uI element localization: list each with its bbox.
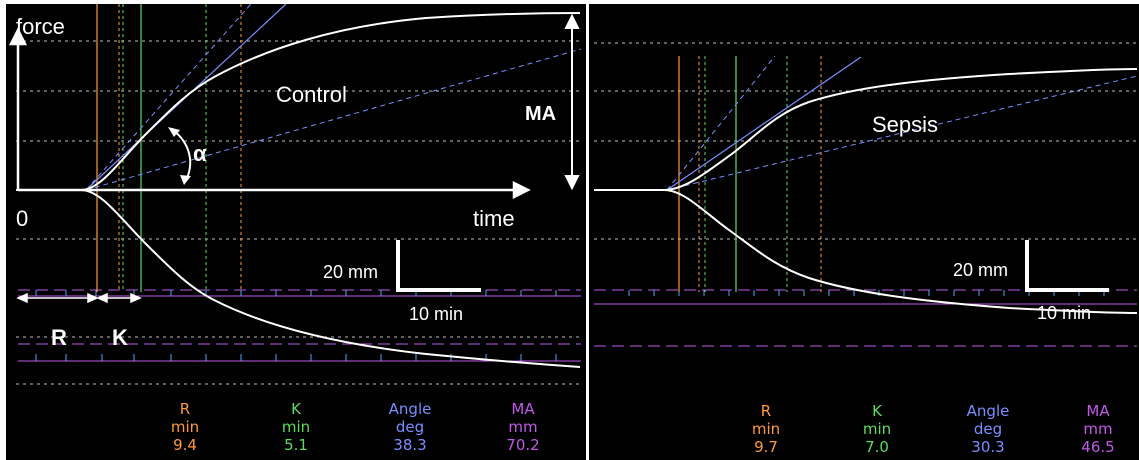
lower-trace bbox=[80, 189, 581, 368]
time-axis-arrow-icon bbox=[512, 180, 531, 200]
r-result-name: R bbox=[180, 400, 190, 418]
angle-symbol: α bbox=[193, 141, 207, 166]
ma-result-unit: mm bbox=[1083, 420, 1112, 438]
scale-bar bbox=[1025, 240, 1109, 292]
angle-dashed-line bbox=[85, 48, 582, 191]
angle-result-name: Angle bbox=[967, 402, 1010, 420]
angle-result-unit: deg bbox=[396, 418, 424, 436]
ma-result-name: MA bbox=[511, 400, 535, 418]
scale-bar bbox=[396, 240, 481, 292]
r-label: R bbox=[51, 325, 67, 350]
marker-lines bbox=[96, 4, 242, 292]
grid bbox=[16, 40, 581, 385]
ma-label: MA bbox=[525, 103, 556, 125]
arrow-down-icon bbox=[564, 175, 580, 191]
ma-result-value: 70.2 bbox=[506, 436, 539, 454]
arrow-up-icon bbox=[564, 13, 580, 29]
time-axis-label: time bbox=[473, 206, 515, 231]
axes bbox=[8, 27, 531, 200]
results-table: R min 9.7 K min 7.0 Angle deg 30.3 MA mm… bbox=[752, 402, 1115, 456]
ma-arrow bbox=[564, 13, 580, 191]
angle-dashed-line bbox=[666, 55, 776, 191]
r-result-value: 9.4 bbox=[173, 436, 197, 454]
marker-lines bbox=[678, 56, 822, 292]
angle-tangent-line bbox=[666, 56, 862, 191]
k-result-name: K bbox=[291, 400, 302, 418]
ma-reference-lines bbox=[18, 289, 581, 362]
angle-result-unit: deg bbox=[974, 420, 1002, 438]
origin-label: 0 bbox=[16, 206, 28, 231]
angle-lines bbox=[666, 55, 1138, 191]
control-chart: force 0 time Control MA α R K 20 mm 10 m… bbox=[8, 4, 582, 454]
sepsis-chart: Sepsis 20 mm 10 min R min 9.7 K min 7.0 … bbox=[594, 42, 1138, 456]
r-result-value: 9.7 bbox=[754, 438, 778, 456]
r-result-unit: min bbox=[752, 420, 780, 438]
scale-vertical-label: 20 mm bbox=[953, 260, 1008, 280]
r-result-name: R bbox=[761, 402, 771, 420]
results-table: R min 9.4 K min 5.1 Angle deg 38.3 MA mm… bbox=[171, 400, 540, 454]
arc-arrow-icon bbox=[168, 127, 180, 137]
ma-result-name: MA bbox=[1086, 402, 1110, 420]
sepsis-panel: Sepsis 20 mm 10 min R min 9.7 K min 7.0 … bbox=[589, 4, 1139, 460]
angle-result-value: 30.3 bbox=[971, 438, 1004, 456]
k-result-name: K bbox=[872, 402, 883, 420]
chart-title: Sepsis bbox=[872, 112, 938, 137]
upper-trace bbox=[16, 12, 581, 191]
k-label: K bbox=[112, 325, 128, 350]
k-result-unit: min bbox=[863, 420, 891, 438]
lower-trace bbox=[663, 189, 1138, 314]
force-axis-label: force bbox=[16, 14, 65, 39]
angle-dashed-line bbox=[85, 4, 252, 191]
k-result-value: 5.1 bbox=[284, 436, 308, 454]
angle-arc bbox=[168, 127, 192, 185]
angle-result-name: Angle bbox=[389, 400, 432, 418]
force-axis-arrow-icon bbox=[8, 27, 28, 46]
angle-result-value: 38.3 bbox=[393, 436, 426, 454]
control-panel: force 0 time Control MA α R K 20 mm 10 m… bbox=[6, 4, 586, 460]
k-result-unit: min bbox=[282, 418, 310, 436]
scale-vertical-label: 20 mm bbox=[323, 262, 378, 282]
chart-title: Control bbox=[276, 82, 347, 107]
k-result-value: 7.0 bbox=[865, 438, 889, 456]
ma-result-unit: mm bbox=[508, 418, 537, 436]
rk-span-arrows bbox=[16, 292, 142, 304]
upper-trace bbox=[594, 68, 1138, 191]
scale-horizontal-label: 10 min bbox=[1037, 303, 1091, 323]
arc-arrow-icon bbox=[180, 175, 191, 185]
scale-horizontal-label: 10 min bbox=[409, 304, 463, 324]
r-result-unit: min bbox=[171, 418, 199, 436]
ma-result-value: 46.5 bbox=[1081, 438, 1114, 456]
